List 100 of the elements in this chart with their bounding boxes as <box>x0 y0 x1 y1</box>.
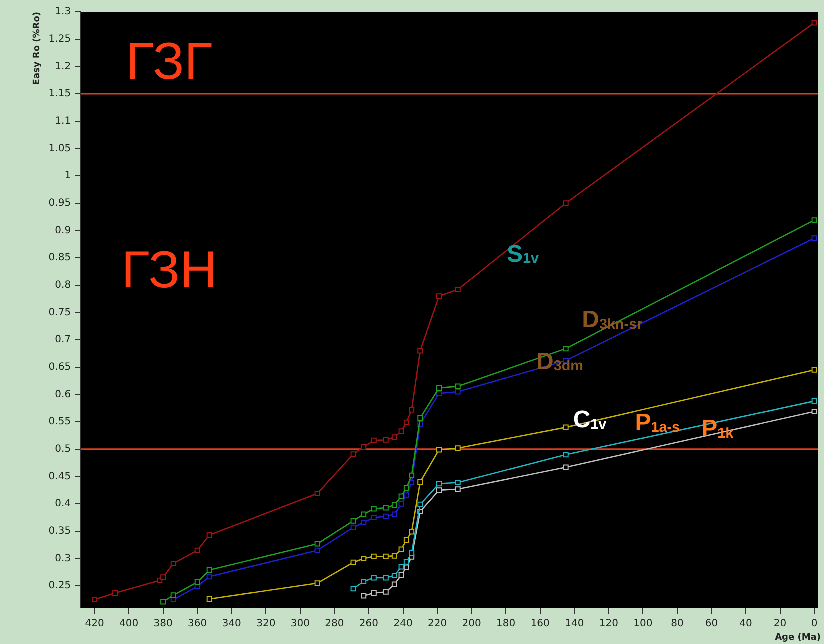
point <box>383 505 389 511</box>
point <box>194 548 200 554</box>
y-tick-label: 0.85 <box>48 252 72 264</box>
point <box>812 218 818 224</box>
annotation: ГЗН <box>122 242 218 300</box>
point <box>314 490 320 496</box>
y-tick-label: 0.55 <box>48 416 72 428</box>
point <box>170 560 176 566</box>
y-tick-label: 0.5 <box>55 444 72 456</box>
point <box>812 408 818 414</box>
point <box>392 582 398 588</box>
x-tick-label: 360 <box>188 618 208 630</box>
point <box>398 428 404 434</box>
annotation: P1a-s <box>635 410 680 437</box>
point <box>404 564 410 570</box>
point <box>383 554 389 560</box>
point <box>409 550 415 556</box>
point <box>371 554 377 560</box>
point <box>455 446 461 452</box>
point <box>404 492 410 498</box>
point <box>455 486 461 492</box>
x-tick-label: 160 <box>530 618 550 630</box>
point <box>436 481 442 487</box>
point <box>160 574 166 580</box>
x-tick-label: 400 <box>120 618 139 630</box>
point <box>371 438 377 444</box>
x-tick-label: 340 <box>222 618 242 630</box>
annotation: S1v <box>507 241 540 268</box>
point <box>436 447 442 453</box>
point <box>404 420 410 426</box>
annotation: ГЗГ <box>126 32 213 91</box>
y-tick-label: 1.3 <box>55 6 72 18</box>
y-tick-label: 0.7 <box>55 334 72 346</box>
point <box>361 593 367 599</box>
y-tick-label: 1.2 <box>55 61 72 72</box>
point <box>194 580 200 586</box>
y-tick-label: 1 <box>64 170 72 182</box>
point <box>392 553 398 559</box>
point <box>314 548 320 554</box>
point <box>455 287 461 293</box>
point <box>409 472 415 478</box>
point <box>350 518 356 524</box>
point <box>383 437 389 443</box>
point <box>418 416 424 422</box>
y-tick-label: 0.6 <box>55 389 72 400</box>
point <box>398 572 404 578</box>
x-tick-label: 100 <box>634 618 653 630</box>
x-tick-label: 280 <box>325 618 344 630</box>
point <box>404 537 410 543</box>
point <box>371 575 377 581</box>
y-tick-label: 1.15 <box>48 88 72 100</box>
x-tick-label: 40 <box>740 618 752 630</box>
point <box>455 480 461 486</box>
point <box>436 488 442 494</box>
point <box>436 390 442 396</box>
point <box>392 502 398 508</box>
point <box>398 546 404 552</box>
point <box>314 541 320 547</box>
x-tick-label: 300 <box>290 618 310 630</box>
point <box>436 294 442 300</box>
y-tick-label: 1.25 <box>48 34 72 45</box>
point <box>383 575 389 581</box>
x-tick-label: 320 <box>256 618 276 630</box>
point <box>563 346 569 352</box>
point <box>314 580 320 586</box>
point <box>563 464 569 470</box>
point <box>563 424 569 430</box>
y-tick-label: 0.75 <box>48 307 72 318</box>
point <box>206 596 212 602</box>
point <box>398 564 404 570</box>
x-tick-label: 20 <box>774 618 787 630</box>
x-tick-label: 420 <box>85 618 104 630</box>
point <box>392 572 398 578</box>
point <box>392 512 398 518</box>
point <box>409 529 415 535</box>
y-axis-title: Easy Ro (%Ro) <box>32 12 43 86</box>
y-tick-label: 0.9 <box>55 225 72 236</box>
point <box>409 480 415 486</box>
point <box>812 20 818 26</box>
y-tick-label: 0.3 <box>55 553 72 564</box>
x-tick-label: 220 <box>428 618 448 630</box>
point <box>350 524 356 530</box>
y-tick-label: 0.8 <box>55 280 72 291</box>
x-tick-label: 60 <box>705 618 718 630</box>
x-tick-label: 80 <box>671 618 684 630</box>
point <box>350 560 356 566</box>
x-tick-label: 200 <box>462 618 482 630</box>
point <box>361 512 367 518</box>
point <box>418 502 424 508</box>
x-tick-label: 180 <box>496 618 516 630</box>
point <box>206 568 212 574</box>
y-tick-label: 1.1 <box>55 116 72 127</box>
x-axis-title: Age (Ma) <box>775 632 821 643</box>
point <box>160 599 166 605</box>
x-tick-label: 240 <box>394 618 413 630</box>
x-tick-label: 140 <box>565 618 584 630</box>
point <box>361 556 367 562</box>
point <box>383 589 389 595</box>
y-tick-label: 0.25 <box>48 580 72 592</box>
point <box>371 506 377 512</box>
